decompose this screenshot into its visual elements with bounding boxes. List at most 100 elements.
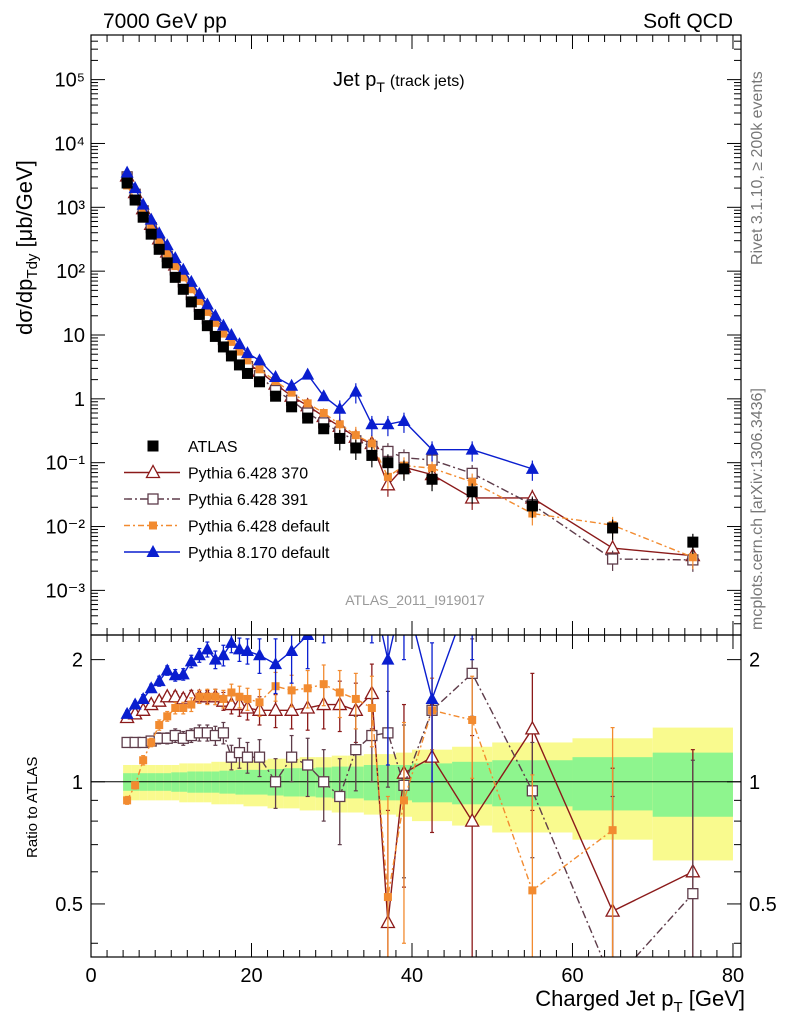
data-point-atlas	[217, 341, 229, 353]
ratio-point-p6def	[399, 796, 408, 805]
ratio-point-p8def	[317, 600, 330, 612]
data-point-p6def	[351, 431, 360, 440]
ratio-point-p8def	[144, 681, 158, 694]
ratio-point-p6def	[608, 826, 617, 835]
data-point-atlas	[145, 228, 157, 240]
data-point-p8def	[317, 389, 331, 402]
ratio-y-tick-label: 0.5	[55, 894, 83, 916]
header-category: Soft QCD	[643, 10, 733, 33]
data-point-atlas	[286, 401, 298, 413]
legend-marker-p391	[147, 493, 159, 505]
data-point-atlas	[209, 330, 221, 342]
data-point-p8def	[333, 401, 347, 414]
data-point-atlas	[233, 359, 245, 371]
data-point-p6def	[187, 285, 196, 294]
ratio-y-tick-label-right: 2	[749, 650, 760, 672]
data-point-p6def	[255, 365, 264, 374]
ratio-point-p8def	[160, 663, 174, 676]
legend-label-p8def: Pythia 8.170 default	[188, 545, 330, 562]
data-point-p8def	[216, 318, 230, 331]
data-point-atlas	[607, 522, 619, 534]
data-point-p6def	[383, 472, 392, 481]
ratio-point-p391	[217, 727, 230, 739]
ratio-point-p391	[302, 759, 314, 771]
y-tick-label: 10	[63, 325, 85, 347]
data-point-atlas	[177, 283, 189, 295]
ratio-point-p8def	[192, 648, 206, 661]
ratio-point-p391	[241, 751, 254, 763]
mcplots-label: mcplots.cern.ch [arXiv:1306.3436]	[749, 388, 766, 630]
data-point-p8def	[208, 308, 222, 321]
data-point-atlas	[193, 308, 205, 320]
ratio-point-p8def	[184, 654, 198, 667]
ratio-point-p6def	[335, 688, 344, 697]
data-point-p8def	[381, 417, 395, 430]
ratio-point-p8def	[208, 652, 222, 665]
data-point-p6def	[219, 329, 228, 338]
data-point-atlas	[169, 271, 181, 283]
data-point-p8def	[176, 262, 190, 275]
axes: 10⁻³ 10⁻² 10⁻¹ 1 10 10² 10³ 10⁴ 10⁵ 0 20 40 60 80 0.5 0…	[46, 34, 777, 987]
ratio-plot-frame	[90, 634, 742, 958]
data-point-p6def	[335, 420, 344, 429]
y-tick-label: 10⁻³	[46, 580, 86, 602]
ratio-point-p391	[318, 776, 330, 788]
y-tick-label: 1	[74, 389, 85, 411]
data-point-p8def	[224, 328, 238, 340]
ratio-point-p8def	[253, 648, 267, 661]
data-point-p8def	[128, 181, 142, 194]
data-point-p8def	[232, 337, 246, 350]
x-tick-label: 20	[240, 965, 262, 987]
ratio-point-p6def	[303, 684, 312, 693]
data-point-atlas	[161, 257, 173, 269]
data-point-p8def	[200, 297, 214, 310]
ratio-y-tick-label: 2	[72, 650, 83, 672]
data-point-p8def	[120, 165, 134, 178]
legend-label-p391: Pythia 6.428 391	[188, 492, 308, 509]
y-tick-label: 10²	[56, 261, 85, 283]
data-point-p8def	[192, 286, 206, 299]
ratio-point-p6def	[131, 781, 140, 790]
ratio-point-p6def	[163, 712, 172, 721]
ratio-point-p6def	[171, 703, 180, 712]
data-point-atlas	[225, 350, 237, 362]
ratio-point-p370	[524, 720, 540, 735]
ratio-point-p6def	[147, 738, 156, 747]
data-point-p8def	[349, 384, 363, 397]
ratio-point-p6def	[383, 893, 392, 902]
data-point-p391	[606, 553, 619, 565]
legend-marker-p370	[145, 464, 161, 479]
ratio-point-p8def	[425, 691, 439, 704]
data-point-p8def	[240, 346, 254, 359]
analysis-label: ATLAS_2011_I919017	[345, 592, 485, 608]
ratio-y-tick-label-right: 1	[749, 772, 760, 794]
ratio-point-p8def	[269, 657, 283, 670]
data-point-atlas	[153, 243, 165, 255]
ratio-point-p6def	[351, 694, 360, 703]
data-point-p8def	[397, 413, 411, 426]
data-point-p8def	[365, 417, 379, 430]
ratio-point-p391	[350, 744, 362, 756]
x-tick-label: 40	[401, 965, 423, 987]
ratio-point-p8def	[200, 642, 214, 655]
rivet-label: Rivet 3.1.10, ≥ 200k events	[749, 71, 766, 265]
data-point-atlas	[466, 486, 478, 498]
ratio-point-p8def	[285, 644, 299, 657]
data-point-p6def	[243, 356, 252, 365]
data-point-atlas	[526, 500, 538, 512]
ratio-point-p6def	[243, 694, 252, 703]
data-point-p6def	[287, 388, 296, 397]
data-point-atlas	[398, 463, 410, 475]
ratio-point-p8def	[301, 635, 315, 640]
ratio-point-p6def	[139, 756, 148, 765]
legend-label-p370: Pythia 6.428 370	[188, 466, 308, 483]
data-point-p8def	[465, 442, 479, 455]
ratio-point-p391	[269, 776, 282, 788]
data-point-atlas	[270, 390, 282, 402]
ratio-plot-series	[119, 600, 701, 957]
data-point-p6def	[163, 249, 172, 258]
ratio-point-p8def	[128, 697, 142, 710]
y-tick-label: 10⁻¹	[46, 453, 86, 475]
data-point-atlas	[241, 367, 253, 379]
